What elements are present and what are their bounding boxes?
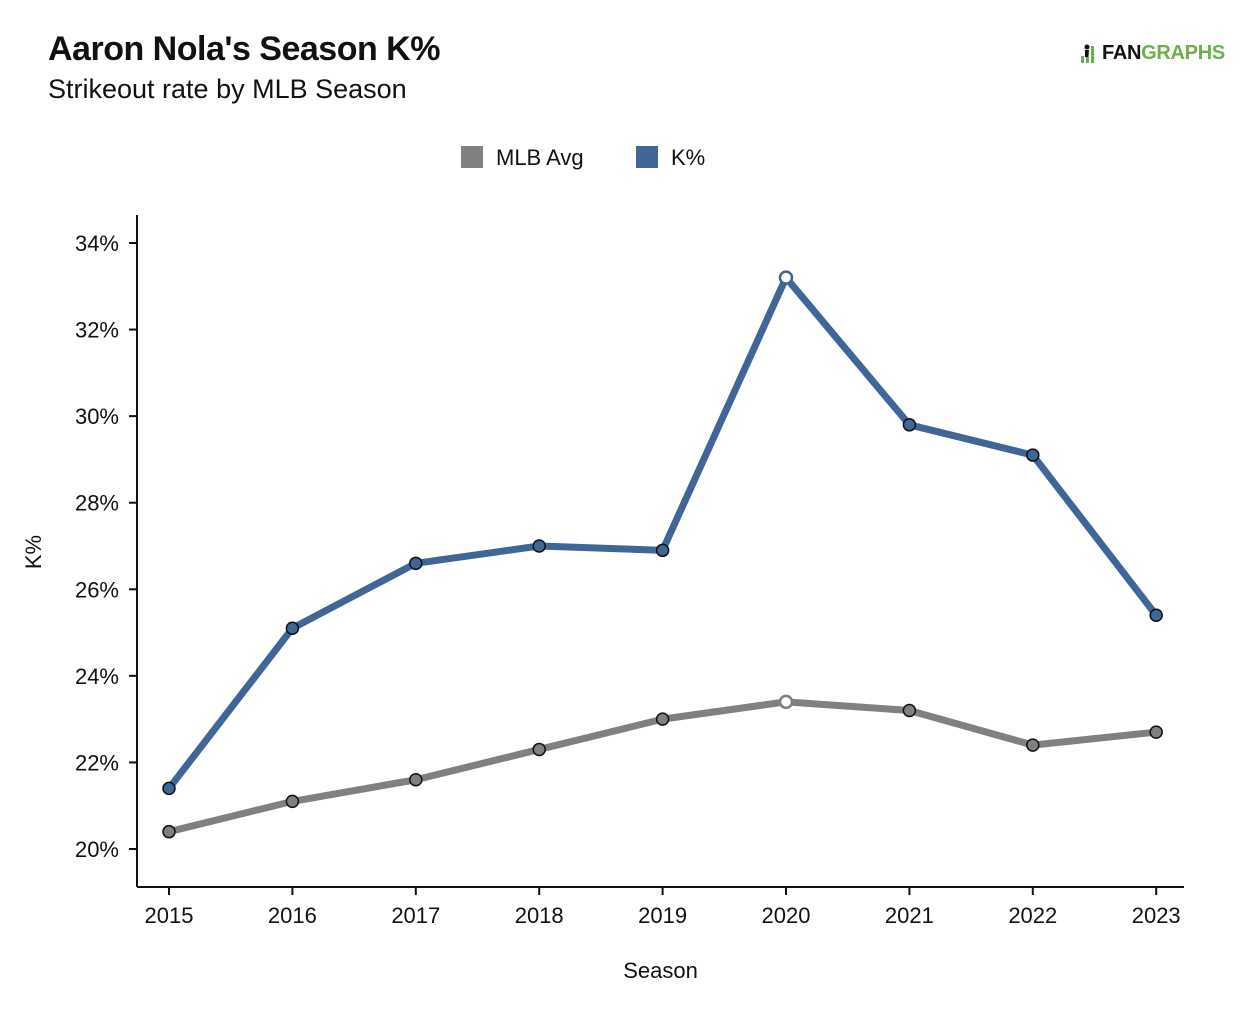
chart-subtitle: Strikeout rate by MLB Season xyxy=(48,74,407,104)
data-point xyxy=(902,418,917,432)
data-point xyxy=(1149,725,1163,739)
x-axis-title: Season xyxy=(623,958,698,983)
data-point xyxy=(778,270,794,285)
data-point xyxy=(655,712,670,726)
legend-swatch xyxy=(636,146,658,168)
x-tick-label: 2017 xyxy=(391,903,440,928)
x-tick-label: 2022 xyxy=(1008,903,1057,928)
x-tick-label: 2021 xyxy=(885,903,934,928)
legend-label: K% xyxy=(671,145,705,170)
y-tick-label: 32% xyxy=(75,318,119,343)
x-tick-label: 2015 xyxy=(145,903,194,928)
x-tick-label: 2020 xyxy=(762,903,811,928)
legend-swatch xyxy=(461,146,483,168)
data-point xyxy=(409,556,423,571)
fangraphs-logo-icon xyxy=(1080,43,1100,65)
y-tick-label: 30% xyxy=(75,404,119,429)
x-tick-label: 2016 xyxy=(268,903,317,928)
logo-text-fan: FAN xyxy=(1102,42,1142,64)
data-point xyxy=(409,772,423,787)
x-tick-label: 2018 xyxy=(515,903,564,928)
data-point xyxy=(532,742,546,757)
data-point xyxy=(902,703,917,718)
legend-label: MLB Avg xyxy=(496,145,584,170)
data-point xyxy=(162,781,176,796)
series-line xyxy=(165,274,1160,792)
y-tick-label: 22% xyxy=(75,750,119,775)
logo-text-graphs: GRAPHS xyxy=(1141,42,1225,64)
y-tick-label: 34% xyxy=(75,231,119,256)
y-axis-title: K% xyxy=(21,535,46,569)
data-point xyxy=(778,694,794,710)
fangraphs-logo: FAN GRAPHS xyxy=(1080,42,1225,65)
y-tick-label: 20% xyxy=(75,837,119,862)
y-tick-label: 28% xyxy=(75,491,119,516)
y-tick-label: 26% xyxy=(75,577,119,602)
data-point xyxy=(655,543,670,558)
data-point xyxy=(532,539,546,553)
chart-title: Aaron Nola's Season K% xyxy=(48,30,440,68)
x-tick-label: 2023 xyxy=(1132,903,1181,928)
x-tick-label: 2019 xyxy=(638,903,687,928)
y-tick-label: 24% xyxy=(75,664,119,689)
data-point xyxy=(285,621,300,635)
data-point xyxy=(1026,738,1040,752)
data-point xyxy=(1026,448,1040,462)
data-point xyxy=(1149,608,1163,623)
data-point xyxy=(162,824,176,839)
data-point xyxy=(285,794,300,809)
